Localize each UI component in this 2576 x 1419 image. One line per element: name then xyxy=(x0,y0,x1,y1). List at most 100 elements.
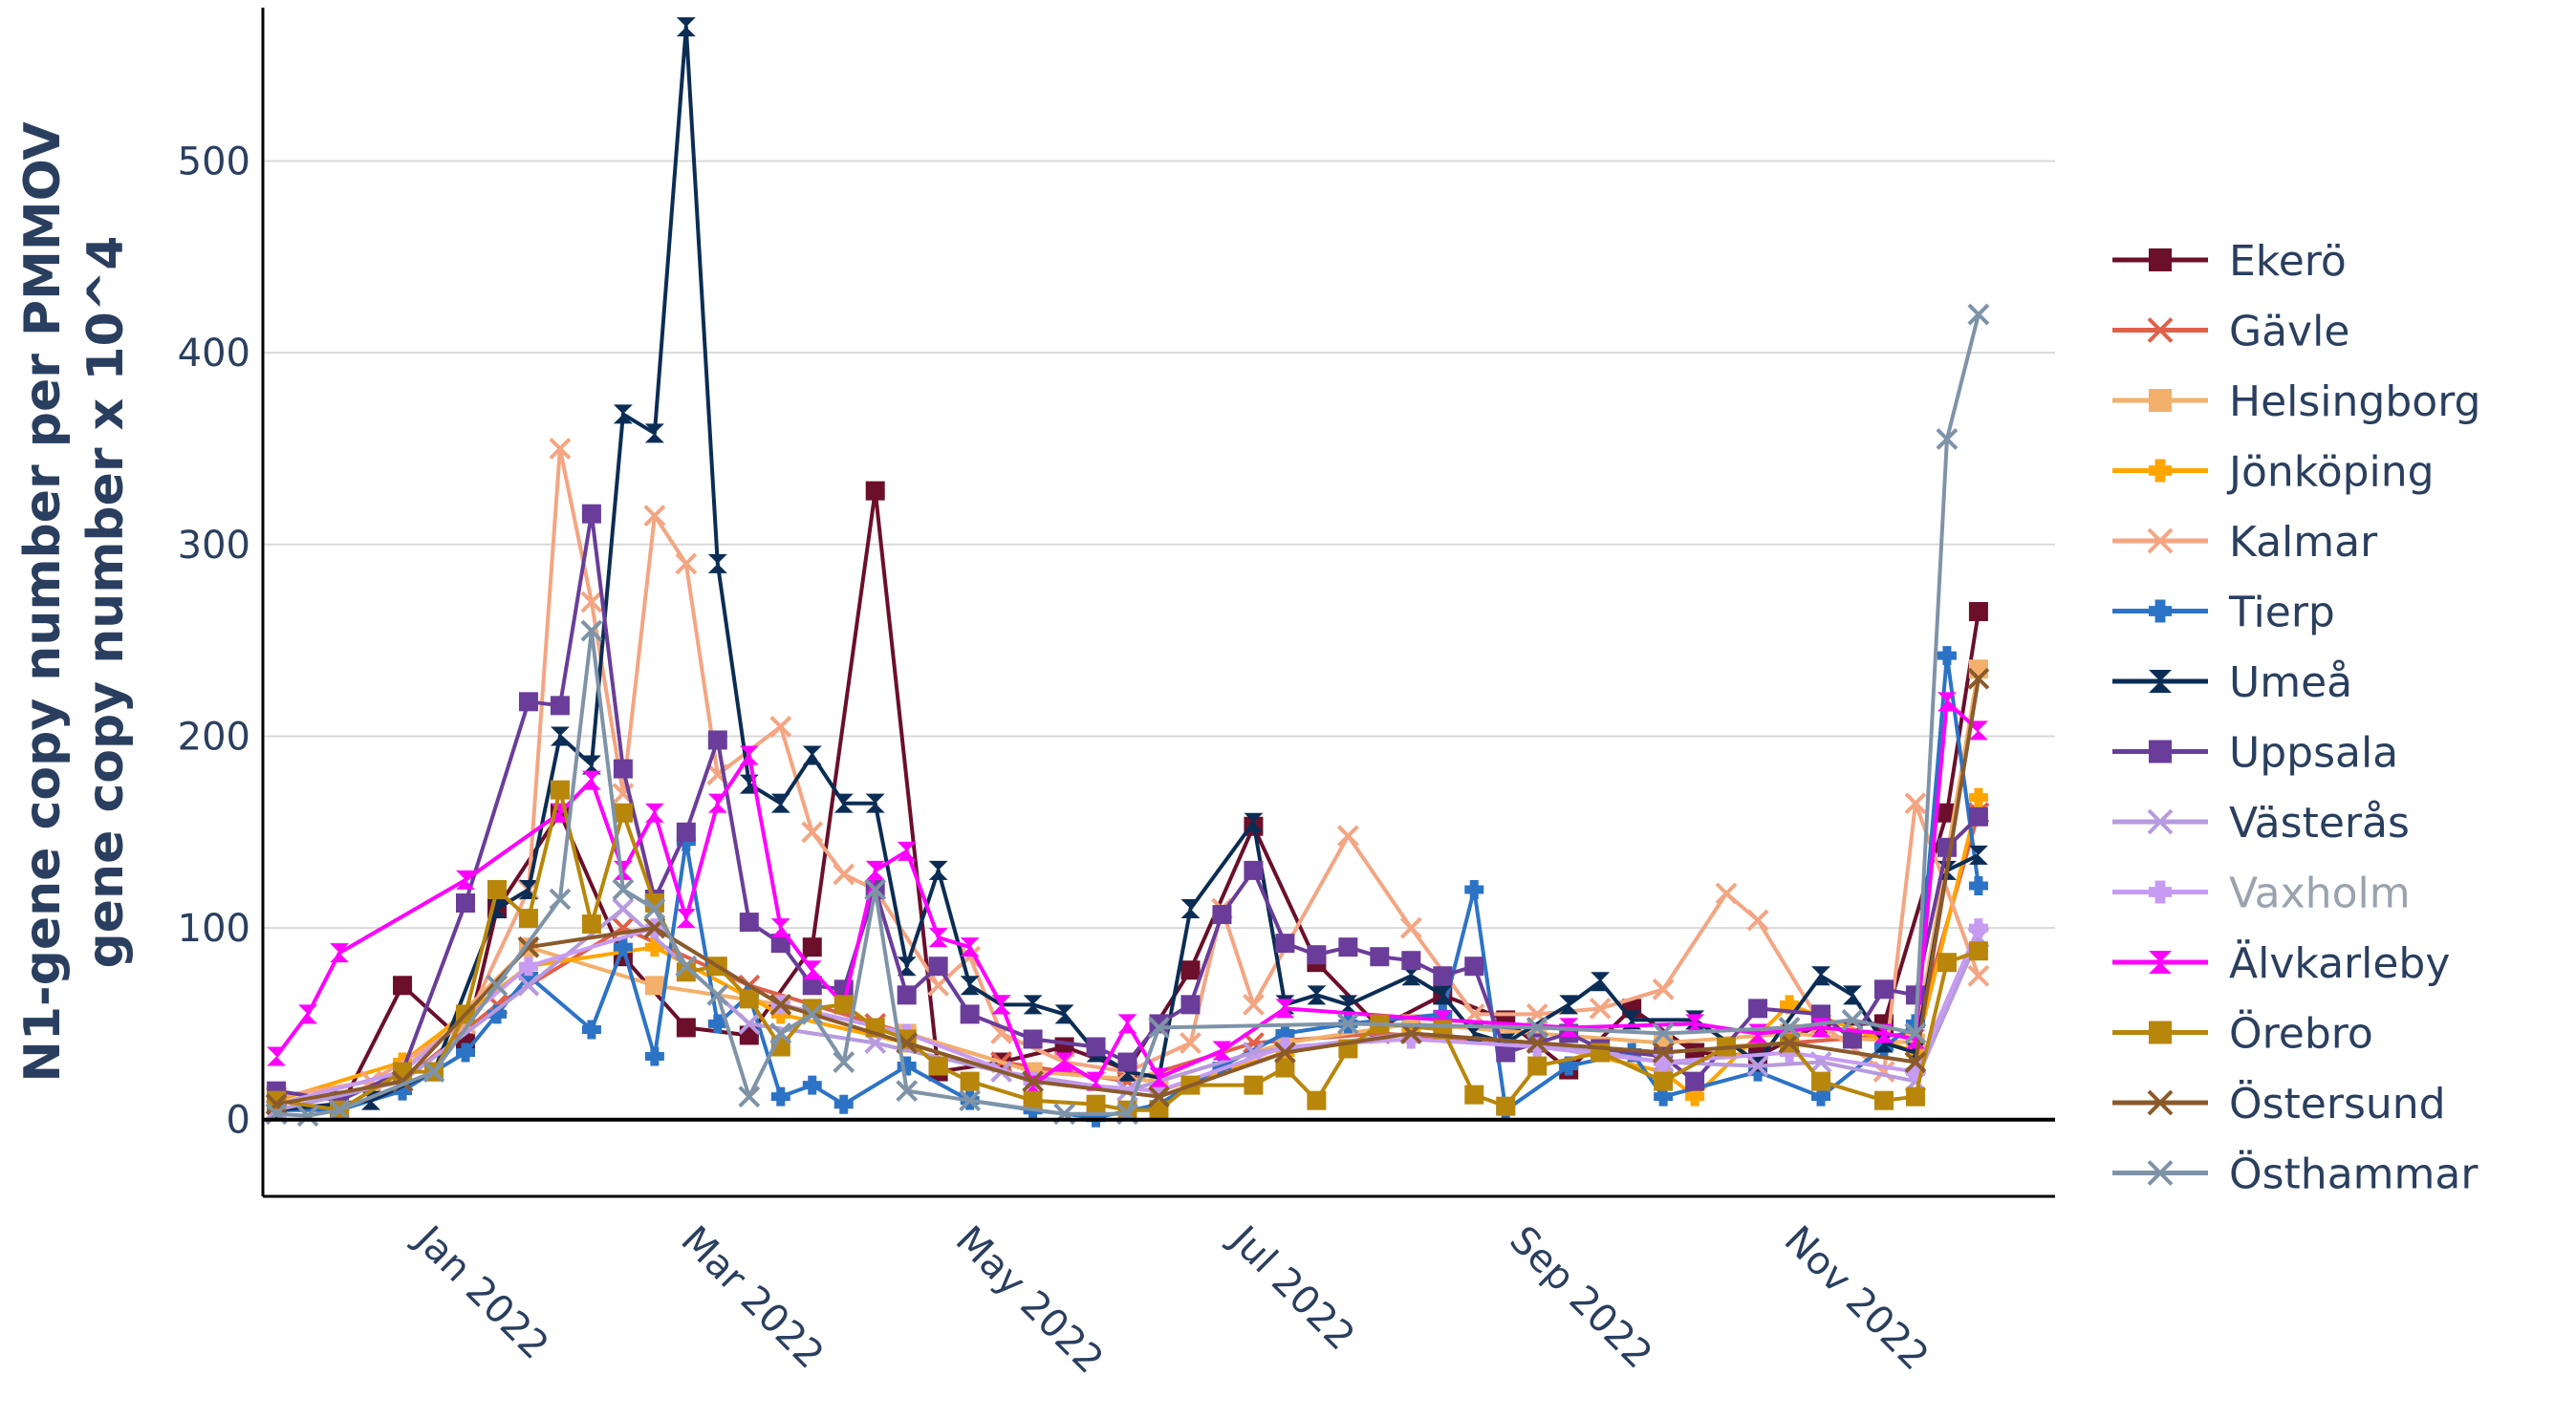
legend-item[interactable]: Umeå xyxy=(2112,658,2352,707)
data-point xyxy=(1811,1086,1831,1107)
data-point xyxy=(486,974,509,997)
data-point xyxy=(1336,825,1359,848)
data-point xyxy=(455,1043,475,1063)
data-point xyxy=(1968,918,1988,938)
data-point xyxy=(1338,937,1358,957)
data-point xyxy=(1464,1085,1484,1105)
data-point xyxy=(1180,1032,1201,1054)
data-point xyxy=(897,957,917,977)
data-point xyxy=(928,1056,948,1076)
data-point xyxy=(1746,1055,1769,1077)
data-point xyxy=(1746,909,1769,932)
data-point xyxy=(422,1061,445,1083)
data-point xyxy=(1527,1056,1548,1076)
series-line xyxy=(275,787,1980,1112)
data-point xyxy=(1937,692,1957,712)
legend-label: Vaxholm xyxy=(2229,870,2411,918)
data-point xyxy=(1968,845,1988,865)
data-point xyxy=(455,870,475,890)
data-point xyxy=(1904,1022,1927,1044)
legend-item[interactable]: Ekerö xyxy=(2112,237,2347,286)
data-point xyxy=(1936,428,1959,450)
legend-marker xyxy=(2149,740,2172,763)
y-tick-label: 0 xyxy=(227,1099,250,1143)
data-point xyxy=(1148,1017,1170,1039)
legend-item[interactable]: Örebro xyxy=(2112,1009,2373,1059)
data-point xyxy=(707,730,727,750)
legend[interactable]: Ekerö Gävle Helsingborg Jönköping Kalmar Tier… xyxy=(2112,237,2480,1199)
data-point xyxy=(518,966,538,986)
data-point xyxy=(928,928,948,948)
data-point xyxy=(487,899,507,919)
data-point xyxy=(1336,1013,1359,1035)
data-point xyxy=(1559,1056,1579,1076)
data-point xyxy=(644,803,664,823)
data-point xyxy=(1968,806,1988,827)
data-point xyxy=(801,1002,824,1025)
data-point xyxy=(1968,787,1988,807)
data-point xyxy=(1873,1090,1894,1110)
legend-label: Jönköping xyxy=(2226,448,2435,497)
data-point xyxy=(580,591,603,613)
legend-item[interactable]: Östersund xyxy=(2112,1079,2446,1129)
data-point xyxy=(1180,899,1201,919)
legend-item[interactable]: Älvkarleby xyxy=(2112,938,2450,988)
legend-label: Uppsala xyxy=(2229,729,2398,778)
data-point xyxy=(644,937,664,957)
y-axis-label: N1-gene copy number per PMMOV gene copy n… xyxy=(14,121,135,1082)
legend-item[interactable]: Jönköping xyxy=(2112,448,2435,497)
data-point xyxy=(928,957,948,977)
data-point xyxy=(1967,303,1990,326)
data-point xyxy=(1086,1107,1106,1128)
data-point xyxy=(1496,1096,1516,1116)
data-point xyxy=(1244,812,1264,832)
data-point xyxy=(675,955,698,978)
data-point xyxy=(267,1046,287,1066)
legend-item[interactable]: Tierp xyxy=(2112,589,2335,637)
legend-label: Tierp xyxy=(2228,589,2335,637)
data-point xyxy=(487,879,507,899)
data-point xyxy=(675,552,698,575)
legend-item[interactable]: Gävle xyxy=(2112,308,2349,356)
data-point xyxy=(1054,1052,1074,1072)
data-point xyxy=(802,1075,822,1095)
data-point xyxy=(769,993,792,1016)
legend-label: Gävle xyxy=(2229,308,2349,356)
data-point xyxy=(1370,947,1390,967)
data-point xyxy=(1685,1086,1705,1107)
data-point xyxy=(1275,999,1295,1019)
data-point xyxy=(1748,1062,1768,1082)
data-point xyxy=(1780,995,1800,1015)
legend-item[interactable]: Kalmar xyxy=(2112,518,2378,567)
legend-label: Älvkarleby xyxy=(2229,938,2450,988)
data-point xyxy=(580,619,603,642)
data-point xyxy=(1399,916,1422,939)
data-point xyxy=(643,897,666,920)
data-point xyxy=(550,780,570,800)
y-tick-label: 500 xyxy=(178,140,250,184)
data-point xyxy=(393,1081,413,1101)
data-point xyxy=(990,1022,1013,1044)
data-point xyxy=(550,696,570,716)
legend-item[interactable]: Västerås xyxy=(2112,799,2410,848)
data-point xyxy=(518,692,538,712)
legend-item[interactable]: Östhammar xyxy=(2112,1150,2479,1199)
data-point xyxy=(1843,985,1863,1005)
data-point xyxy=(833,793,854,813)
data-point xyxy=(1685,1043,1705,1063)
legend-item[interactable]: Vaxholm xyxy=(2112,870,2411,918)
legend-item[interactable]: Helsingborg xyxy=(2112,377,2480,426)
legend-marker xyxy=(2147,1160,2174,1186)
data-point xyxy=(1811,966,1831,986)
data-point xyxy=(897,1056,917,1076)
legend-item[interactable]: Uppsala xyxy=(2112,729,2398,778)
data-point xyxy=(1149,1100,1169,1120)
data-point xyxy=(1307,945,1327,965)
data-point xyxy=(328,1099,351,1122)
data-point xyxy=(897,841,917,861)
data-point xyxy=(897,985,917,1005)
data-point xyxy=(517,974,540,997)
legend-marker xyxy=(2149,459,2172,483)
legend-marker xyxy=(2149,1021,2172,1044)
